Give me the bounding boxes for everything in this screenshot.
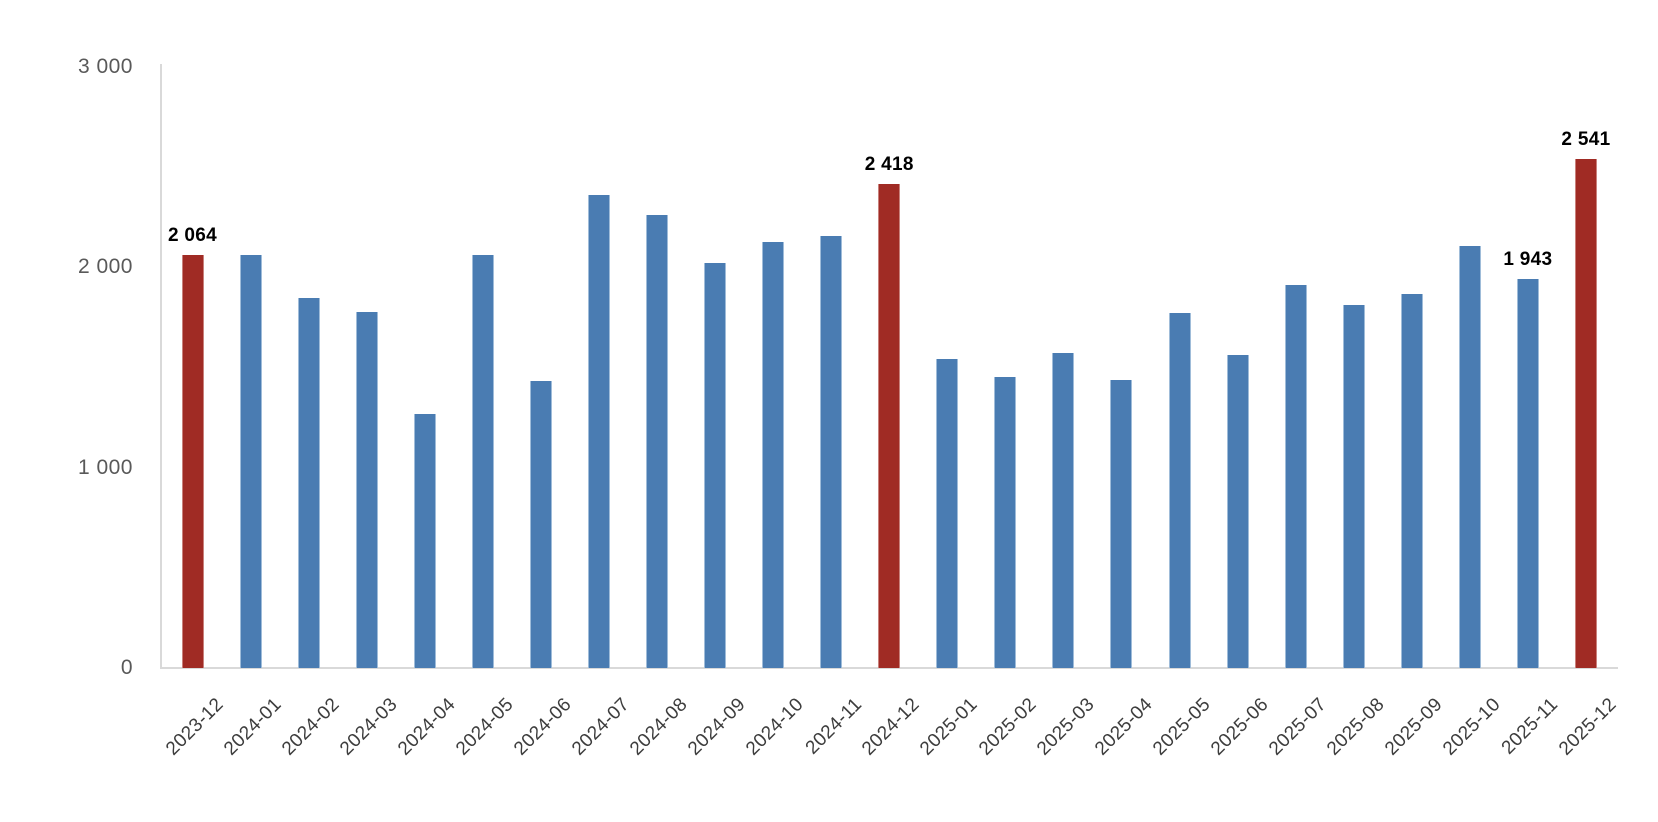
bar <box>1400 294 1423 668</box>
x-tick-label: 2025-07 <box>1264 694 1331 760</box>
bar <box>704 263 727 668</box>
y-tick-label: 0 <box>120 656 133 679</box>
bar <box>936 358 959 668</box>
bar <box>645 214 668 668</box>
x-tick-label: 2025-02 <box>974 694 1041 760</box>
bar-highlighted <box>878 183 901 668</box>
x-tick-label: 2025-01 <box>916 694 983 760</box>
bar-value-label: 2 064 <box>167 224 218 246</box>
bar <box>1284 284 1307 668</box>
x-tick-label: 2024-02 <box>277 694 344 760</box>
bar <box>1110 380 1133 668</box>
bar <box>1052 353 1075 668</box>
x-tick-label: 2025-10 <box>1439 694 1505 760</box>
x-tick-label: 2024-05 <box>452 694 518 760</box>
x-tick-label: 2025-05 <box>1148 694 1215 760</box>
x-tick-label: 2024-07 <box>568 694 634 760</box>
x-tick-label: 2024-11 <box>801 694 867 759</box>
bar <box>471 254 494 668</box>
bar <box>1458 246 1481 668</box>
y-tick-label: 3 000 <box>77 55 133 78</box>
y-axis-line <box>160 64 162 669</box>
x-axis-line <box>160 667 1618 669</box>
bar <box>1226 354 1249 668</box>
x-tick-label: 2024-08 <box>626 694 692 760</box>
bar-value-label: 2 418 <box>864 153 914 175</box>
x-tick-label: 2024-10 <box>742 694 808 760</box>
bar <box>1168 313 1191 668</box>
x-tick-label: 2025-06 <box>1206 694 1273 760</box>
bar <box>1342 305 1365 668</box>
x-tick-label: 2025-03 <box>1032 694 1099 760</box>
x-tick-label: 2023-12 <box>161 694 228 760</box>
bar <box>297 297 320 668</box>
bar <box>529 380 552 668</box>
x-tick-label: 2024-03 <box>335 694 402 760</box>
bar <box>239 255 262 668</box>
x-tick-label: 2025-04 <box>1090 694 1157 760</box>
bar-value-label: 2 541 <box>1561 128 1611 150</box>
x-tick-label: 2024-04 <box>393 694 460 760</box>
plot-area: 2 064 2 418 1 943 2 541 <box>160 67 1618 668</box>
x-tick-label: 2025-11 <box>1498 694 1563 759</box>
x-tick-label: 2024-06 <box>510 694 576 760</box>
bar-value-label: 1 943 <box>1503 248 1553 270</box>
bar <box>355 311 378 668</box>
bar <box>994 376 1017 668</box>
bar <box>820 236 843 668</box>
x-tick-label: 2025-09 <box>1380 694 1447 760</box>
y-tick-label: 2 000 <box>77 255 133 279</box>
bar <box>413 413 436 668</box>
bar-highlighted <box>1574 158 1597 668</box>
bar <box>762 242 785 668</box>
x-tick-label: 2024-01 <box>219 694 286 760</box>
bar <box>587 195 610 668</box>
x-tick-label: 2025-12 <box>1555 694 1621 760</box>
x-tick-label: 2025-08 <box>1322 694 1389 760</box>
x-tick-label: 2024-09 <box>684 694 750 760</box>
x-tick-label: 2024-12 <box>858 694 925 760</box>
bar-highlighted <box>181 254 204 668</box>
y-tick-label: 1 000 <box>77 455 133 479</box>
bar <box>1516 278 1539 668</box>
